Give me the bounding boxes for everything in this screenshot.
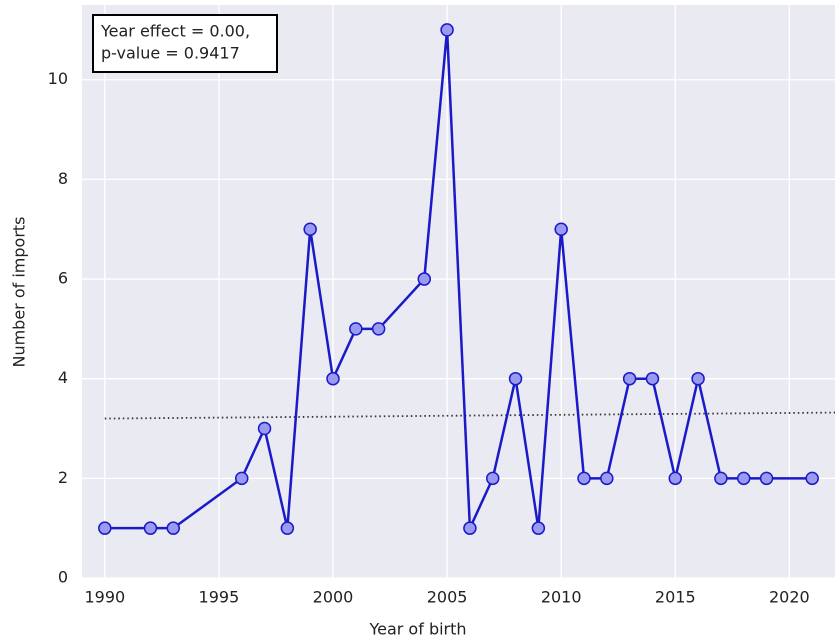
x-tick-label: 2005 [427, 588, 468, 607]
x-tick-label: 2020 [769, 588, 810, 607]
data-point [554, 222, 568, 236]
data-point [280, 521, 295, 535]
data-point [371, 322, 386, 336]
y-tick-label: 8 [58, 169, 68, 188]
data-point [349, 322, 363, 336]
y-tick-label: 10 [48, 69, 68, 88]
x-tick-label: 2010 [541, 588, 582, 607]
annotation-text: p-value = 0.9417 [101, 44, 240, 63]
data-point [531, 521, 546, 535]
data-point [326, 371, 340, 386]
y-tick-label: 2 [58, 468, 68, 487]
x-tick-label: 2015 [655, 588, 696, 607]
data-point [759, 471, 774, 486]
x-axis-label: Year of birth [368, 620, 466, 639]
data-point [622, 371, 637, 386]
x-tick-label: 1995 [199, 588, 240, 607]
data-point [485, 471, 500, 486]
data-point [143, 521, 158, 535]
y-axis-label: Number of imports [10, 216, 29, 367]
data-point [508, 371, 523, 386]
y-tick-label: 4 [58, 368, 68, 387]
data-point [736, 471, 751, 486]
data-point [805, 471, 819, 486]
data-point [234, 471, 249, 486]
data-point [714, 471, 728, 486]
data-point [417, 272, 432, 286]
data-point [440, 23, 454, 37]
data-point [645, 371, 660, 386]
data-point [668, 471, 683, 486]
data-point [98, 521, 112, 535]
data-point [257, 421, 272, 436]
data-point [600, 471, 614, 486]
data-point [166, 521, 181, 535]
data-point [691, 371, 705, 386]
annotation-text: Year effect = 0.00, [100, 22, 250, 41]
y-tick-label: 6 [58, 269, 68, 288]
annotation-box [92, 14, 278, 73]
x-tick-label: 1990 [84, 588, 125, 607]
trend-line [104, 411, 836, 420]
data-point [303, 222, 317, 236]
y-tick-label: 0 [58, 568, 68, 587]
data-point [577, 471, 591, 486]
x-tick-label: 2000 [313, 588, 354, 607]
data-point [463, 521, 477, 535]
